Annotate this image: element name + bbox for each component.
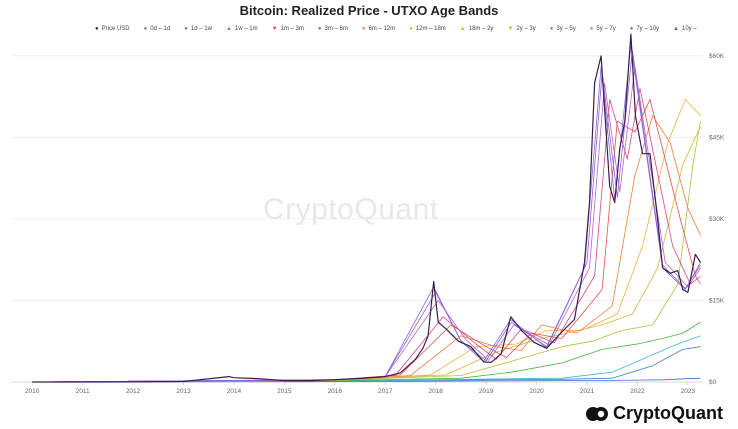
series-line-price-usd bbox=[32, 33, 702, 383]
legend-label: 3y – 5y bbox=[556, 26, 576, 32]
legend-marker-icon: ● bbox=[184, 26, 188, 32]
x-tick-label: 2016 bbox=[328, 388, 343, 395]
series-line-1m-3m bbox=[32, 88, 701, 383]
series-line-10y bbox=[32, 377, 701, 383]
brand-logo: CryptoQuant bbox=[586, 403, 723, 424]
legend-marker-icon: ▲ bbox=[673, 26, 679, 32]
x-tick-label: 2019 bbox=[479, 388, 494, 395]
x-tick-label: 2017 bbox=[378, 388, 393, 395]
legend-label: 5y – 7y bbox=[596, 26, 616, 32]
legend-label: 3m – 6m bbox=[324, 26, 348, 32]
x-tick-label: 2011 bbox=[76, 388, 90, 395]
series-line-5y-7y bbox=[32, 335, 701, 383]
legend-marker-icon: ● bbox=[317, 26, 322, 32]
legend-marker-icon: ● bbox=[409, 26, 413, 32]
y-tick-label: $45K bbox=[709, 134, 725, 141]
series-line-18m-2y bbox=[32, 126, 701, 383]
x-tick-label: 2014 bbox=[227, 388, 242, 395]
legend-marker-icon: ● bbox=[143, 26, 148, 32]
y-axis-ticks: $0 $15K $30K $45K $60K bbox=[709, 53, 725, 386]
legend-marker-icon: ● bbox=[361, 26, 366, 32]
y-tick-label: $0 bbox=[709, 379, 717, 386]
legend-marker-icon: ▼ bbox=[271, 26, 278, 32]
watermark-text: CryptoQuant bbox=[263, 193, 439, 226]
legend-label: Price USD bbox=[101, 26, 130, 32]
series-line-6m-12m bbox=[32, 115, 701, 383]
x-tick-label: 2021 bbox=[580, 388, 595, 395]
legend-marker-icon: ▲ bbox=[225, 26, 232, 32]
legend-label: 2y – 3y bbox=[516, 26, 536, 32]
legend-label: 1w – 1m bbox=[234, 26, 258, 32]
legend-marker-icon: ▼ bbox=[507, 26, 514, 32]
series-line-3y-5y bbox=[32, 321, 701, 383]
legend-label: 7y – 10y bbox=[636, 26, 660, 32]
legend-item[interactable]: ▼ 1m – 3m bbox=[272, 26, 304, 32]
legend-label: 1d – 1w bbox=[190, 26, 212, 32]
series-line-12m-18m bbox=[32, 99, 701, 383]
legend-item[interactable]: ● 1d – 1w bbox=[184, 26, 212, 32]
x-tick-label: 2015 bbox=[277, 388, 292, 395]
legend-label: 10y – bbox=[681, 26, 697, 32]
x-tick-label: 2022 bbox=[630, 388, 645, 395]
series-line-1d-1w bbox=[32, 50, 701, 383]
legend-marker-icon: ● bbox=[589, 26, 594, 32]
legend-marker-icon: ● bbox=[629, 26, 634, 32]
legend-item[interactable]: ● 7y – 10y bbox=[630, 26, 659, 32]
legend-item[interactable]: ● 0d – 1d bbox=[144, 26, 171, 32]
series-line-2y-3y bbox=[32, 121, 701, 383]
x-tick-label: 2013 bbox=[176, 388, 191, 395]
x-axis-ticks: 2010 2011 2012 2013 2014 2015 2016 2017 2018 2019… bbox=[25, 382, 696, 395]
brand-name: CryptoQuant bbox=[613, 403, 723, 423]
y-tick-label: $30K bbox=[709, 216, 725, 223]
legend-item[interactable]: ● 5y – 7y bbox=[590, 26, 616, 32]
legend: ● Price USD ● 0d – 1d ● 1d – 1w ▲ 1w – 1m ▼ 1m – … bbox=[95, 26, 697, 32]
series-layer bbox=[32, 33, 702, 383]
legend-label: 12m – 18m bbox=[415, 26, 446, 32]
legend-marker-icon: ▲ bbox=[459, 26, 466, 32]
legend-item[interactable]: ● 12m – 18m bbox=[409, 26, 446, 32]
legend-item[interactable]: ▲ 10y – bbox=[673, 26, 697, 32]
legend-label: 1m – 3m bbox=[280, 26, 304, 32]
x-tick-label: 2018 bbox=[428, 388, 443, 395]
y-tick-label: $15K bbox=[709, 297, 725, 304]
legend-label: 6m – 12m bbox=[368, 26, 396, 32]
legend-item[interactable]: ▲ 18m – 2y bbox=[460, 26, 494, 32]
legend-marker-icon: ● bbox=[95, 26, 99, 32]
x-tick-label: 2023 bbox=[681, 388, 696, 395]
chart-title: Bitcoin: Realized Price - UTXO Age Bands bbox=[239, 3, 499, 18]
series-line-3m-6m bbox=[32, 99, 701, 383]
legend-item[interactable]: ● 3m – 6m bbox=[318, 26, 348, 32]
series-line-7y-10y bbox=[32, 346, 701, 383]
legend-marker-icon: ● bbox=[549, 26, 554, 32]
legend-item[interactable]: ● Price USD bbox=[95, 26, 130, 32]
cryptoquant-logo-icon bbox=[586, 405, 608, 423]
legend-item[interactable]: ▼ 2y – 3y bbox=[507, 26, 535, 32]
x-tick-label: 2012 bbox=[126, 388, 141, 395]
legend-item[interactable]: ▲ 1w – 1m bbox=[226, 26, 258, 32]
legend-item[interactable]: ● 3y – 5y bbox=[550, 26, 576, 32]
legend-label: 0d – 1d bbox=[150, 26, 171, 32]
y-tick-label: $60K bbox=[709, 53, 725, 60]
x-tick-label: 2010 bbox=[25, 388, 40, 395]
legend-label: 18m – 2y bbox=[468, 26, 494, 32]
legend-item[interactable]: ● 6m – 12m bbox=[362, 26, 395, 32]
x-tick-label: 2020 bbox=[529, 388, 544, 395]
